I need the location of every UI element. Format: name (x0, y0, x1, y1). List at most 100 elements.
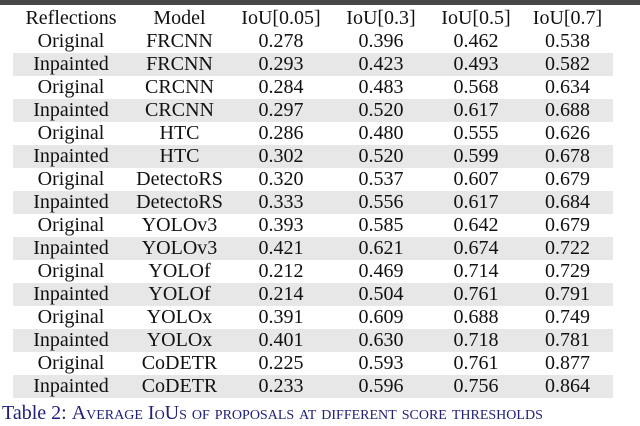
table-cell: CoDETR (141, 352, 218, 374)
table-cell: 0.761 (453, 283, 499, 305)
table-cell: 0.634 (545, 76, 590, 98)
caption-label: Table 2: (2, 402, 72, 424)
table-cell: 0.538 (545, 30, 590, 52)
table-cell: 0.749 (545, 306, 590, 328)
table-cell: 0.617 (453, 99, 499, 121)
table-cell: YOLOv3 (141, 214, 218, 236)
table-caption: Table 2: Average IoUs of proposals at di… (2, 401, 640, 425)
table-row: Inpainted HTC 0.302 0.520 0.599 0.678 (13, 145, 613, 168)
table-cell: 0.617 (453, 191, 499, 213)
table-cell: 0.233 (258, 375, 304, 397)
table-cell: 0.504 (358, 283, 404, 305)
table-cell: 0.688 (545, 99, 590, 121)
table-cell: 0.718 (453, 329, 499, 351)
table-cell: 0.609 (358, 306, 404, 328)
table-cell: 0.556 (358, 191, 404, 213)
table-cell: 0.483 (358, 76, 404, 98)
table-cell: 0.684 (545, 191, 590, 213)
table-cell: 0.520 (358, 99, 404, 121)
table-cell: Original (37, 306, 105, 328)
table-cell: FRCNN (146, 53, 213, 75)
table-cell: DetectoRS (136, 168, 223, 190)
table-body: Original FRCNN 0.278 0.396 0.462 0.538 Inpaint… (13, 30, 613, 398)
table-cell: 0.302 (258, 145, 304, 167)
table-cell: 0.791 (545, 283, 590, 305)
table-cell: 0.596 (358, 375, 404, 397)
table-cell: 0.722 (545, 237, 590, 259)
table-cell: 0.678 (545, 145, 590, 167)
table-cell: 0.284 (258, 76, 304, 98)
column-header: IoU[0.5] (441, 7, 511, 29)
table-cell: 0.599 (453, 145, 499, 167)
table-cell: 0.714 (453, 260, 499, 282)
table-cell: 0.679 (545, 168, 590, 190)
table-cell: 0.729 (545, 260, 590, 282)
table-cell: 0.469 (358, 260, 404, 282)
table-cell: 0.585 (358, 214, 404, 236)
table-cell: Inpainted (33, 145, 109, 167)
table-cell: 0.607 (453, 168, 499, 190)
table-cell: 0.396 (358, 30, 404, 52)
table-cell: Original (37, 76, 105, 98)
table-row: Original HTC 0.286 0.480 0.555 0.626 (13, 122, 613, 145)
table-cell: YOLOv3 (141, 237, 218, 259)
table-cell: 0.621 (358, 237, 404, 259)
table-cell: 0.520 (358, 145, 404, 167)
column-header: Reflections (25, 7, 117, 29)
table-cell: 0.320 (258, 168, 304, 190)
table-row: Inpainted YOLOx 0.401 0.630 0.718 0.781 (13, 329, 613, 352)
table-cell: Inpainted (33, 191, 109, 213)
table-cell: CRCNN (145, 99, 214, 121)
table-cell: 0.537 (358, 168, 404, 190)
table-cell: Inpainted (33, 283, 109, 305)
table-cell: Original (37, 260, 105, 282)
table-cell: HTC (159, 122, 200, 144)
table-cell: Inpainted (33, 375, 109, 397)
table-cell: YOLOx (146, 329, 213, 351)
table-cell: 0.278 (258, 30, 304, 52)
table-cell: 0.423 (358, 53, 404, 75)
table-cell: 0.393 (258, 214, 304, 236)
column-header: IoU[0.3] (346, 7, 416, 29)
table-cell: Original (37, 214, 105, 236)
table-cell: 0.642 (453, 214, 499, 236)
table-cell: YOLOf (148, 283, 211, 305)
table-row: Inpainted FRCNN 0.293 0.423 0.493 0.582 (13, 53, 613, 76)
table-cell: Original (37, 122, 105, 144)
table-cell: 0.679 (545, 214, 590, 236)
table-cell: 0.688 (453, 306, 499, 328)
table-cell: 0.286 (258, 122, 304, 144)
table-cell: 0.333 (258, 191, 304, 213)
table-cell: 0.555 (453, 122, 499, 144)
table-row: Inpainted CoDETR 0.233 0.596 0.756 0.864 (13, 375, 613, 398)
column-header: IoU[0.7] (532, 7, 603, 29)
column-header: IoU[0.05] (241, 7, 321, 29)
table-cell: 0.582 (545, 53, 590, 75)
table-cell: 0.864 (545, 375, 590, 397)
table-header: Reflections Model IoU[0.05] IoU[0.3] IoU[0.5… (13, 7, 613, 30)
table-cell: Original (37, 30, 105, 52)
caption-text: Average IoUs of proposals at different s… (71, 402, 543, 424)
table-cell: 0.480 (358, 122, 404, 144)
header-row: Reflections Model IoU[0.05] IoU[0.3] IoU[0.5… (13, 7, 613, 30)
table-cell: Inpainted (33, 53, 109, 75)
table-cell: CoDETR (141, 375, 218, 397)
table-row: Inpainted YOLOv3 0.421 0.621 0.674 0.722 (13, 237, 613, 260)
table-cell: 0.225 (258, 352, 304, 374)
table-cell: 0.421 (258, 237, 304, 259)
table-cell: 0.756 (453, 375, 499, 397)
table-cell: 0.781 (545, 329, 590, 351)
table-row: Original YOLOf 0.212 0.469 0.714 0.729 (13, 260, 613, 283)
table-cell: 0.493 (453, 53, 499, 75)
table-cell: FRCNN (146, 30, 213, 52)
table-row: Original CRCNN 0.284 0.483 0.568 0.634 (13, 76, 613, 99)
table-cell: 0.593 (358, 352, 404, 374)
table-top-rule (0, 0, 640, 5)
table-cell: 0.630 (358, 329, 404, 351)
column-header: Model (153, 7, 206, 29)
table-cell: 0.293 (258, 53, 304, 75)
table-cell: Original (37, 352, 105, 374)
table-cell: 0.401 (258, 329, 304, 351)
table-cell: YOLOx (146, 306, 213, 328)
